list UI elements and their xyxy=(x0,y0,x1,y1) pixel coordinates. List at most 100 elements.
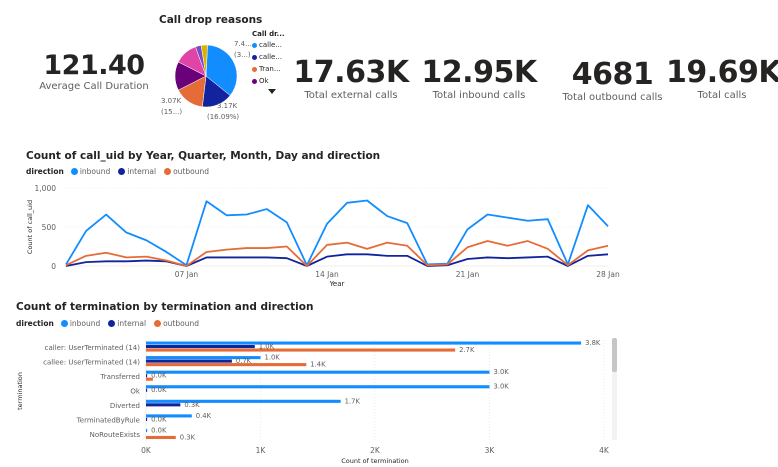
pie-chart: 7.4... (3...) 3.07K (15...) 3.17K (16.09… xyxy=(161,40,252,121)
bar-yaxis-title: termination xyxy=(16,372,24,410)
bar-legend-item-internal[interactable]: internal xyxy=(108,319,146,328)
bar-data-label: 0.3K xyxy=(180,433,196,441)
bar-data-label: 0.0K xyxy=(151,426,167,434)
bar-data-label: 0.0K xyxy=(151,415,167,423)
bar-data-label: 3.8K xyxy=(585,339,601,347)
bar-xtick-label: 4K xyxy=(599,446,610,455)
bar-internal xyxy=(146,359,232,363)
line-xaxis-title: Year xyxy=(329,280,345,288)
pie-label-top-2: (3...) xyxy=(234,51,251,59)
pie-legend-title: Call dr... xyxy=(252,30,285,38)
line-series-internal xyxy=(65,253,609,267)
line-xtick-label: 28 Jan xyxy=(596,270,620,279)
line-xtick-label: 14 Jan xyxy=(315,270,339,279)
pie-chart-title: Call drop reasons xyxy=(159,14,263,26)
bar-internal xyxy=(146,345,255,349)
bar-outbound xyxy=(146,435,176,440)
kpi-label: Total calls xyxy=(697,90,747,101)
bar-category-label: caller: UserTerminated (14) xyxy=(45,344,141,352)
kpi-total-external-calls: 17.63K Total external calls xyxy=(292,55,410,101)
bar-data-label: 2.7K xyxy=(459,346,475,354)
bar-data-label: 1.0K xyxy=(265,354,281,362)
line-chart: 0 500 1,000 07 Jan 14 Jan 21 Jan 28 Jan Year Cou… xyxy=(26,184,620,288)
pie-legend-item[interactable]: Tran... xyxy=(252,65,298,73)
bar-chart: 0K 1K 2K 3K 4K Count of termination terminatio… xyxy=(16,338,617,465)
bar-legend-item-outbound[interactable]: outbound xyxy=(154,319,199,328)
bar-inbound xyxy=(146,428,148,433)
bar-inbound xyxy=(146,399,341,403)
line-legend-title: direction xyxy=(26,167,64,176)
bar-data-label: 1.0K xyxy=(259,343,275,351)
bar-category-label: Transferred xyxy=(100,373,141,381)
bar-data-label: 0.4K xyxy=(196,412,212,420)
bar-inbound xyxy=(146,414,192,418)
legend-dot-icon xyxy=(108,320,116,327)
bar-data-label: 3.0K xyxy=(494,368,510,376)
bar-data-label: 0.7K xyxy=(236,357,252,365)
bar-outbound xyxy=(146,377,153,381)
line-ytick-label: 500 xyxy=(42,223,57,232)
bar-category-label: callee: UserTerminated (14) xyxy=(43,358,140,366)
line-series-outbound xyxy=(65,240,609,267)
kpi-label: Average Call Duration xyxy=(39,81,149,92)
bar-outbound xyxy=(146,348,456,352)
kpi-label: Total inbound calls xyxy=(432,90,526,101)
pie-label-right-1: 3.17K xyxy=(217,102,238,110)
bar-legend-item-inbound[interactable]: inbound xyxy=(60,319,100,328)
line-xtick-label: 07 Jan xyxy=(175,270,199,279)
bar-inbound xyxy=(146,385,490,389)
line-legend-item-internal[interactable]: internal xyxy=(118,167,156,176)
bar-data-label: 1.4K xyxy=(310,361,326,369)
bar-legend-title: direction xyxy=(16,319,54,328)
pie-label-top-1: 7.4... xyxy=(234,40,252,48)
bar-scrollbar-thumb xyxy=(612,338,617,372)
legend-dot-icon xyxy=(252,54,257,60)
bar-internal xyxy=(146,388,148,392)
kpi-value: 121.40 xyxy=(43,50,145,81)
bar-internal xyxy=(146,374,148,378)
kpi-avg-call-duration: 121.40 Average Call Duration xyxy=(24,50,164,92)
bar-xtick-label: 0K xyxy=(141,446,152,455)
kpi-label: Total outbound calls xyxy=(562,92,663,103)
kpi-value: 19.69K xyxy=(666,55,778,90)
kpi-label: Total external calls xyxy=(304,90,398,101)
line-chart-legend: direction inbound internal outbound xyxy=(26,167,213,176)
bar-data-label: 1.7K xyxy=(345,397,361,405)
line-series-inbound xyxy=(65,199,609,267)
legend-dot-icon xyxy=(252,42,257,48)
bar-category-label: Ok xyxy=(130,388,141,396)
legend-dot-icon xyxy=(118,168,126,175)
kpi-value: 4681 xyxy=(571,57,654,92)
bar-xtick-label: 3K xyxy=(485,446,496,455)
line-ytick-label: 0 xyxy=(51,262,56,271)
bar-data-label: 0.3K xyxy=(184,401,200,409)
bar-xaxis-title: Count of termination xyxy=(341,457,409,465)
bar-internal xyxy=(146,417,148,421)
bar-category-label: Diverted xyxy=(110,402,140,410)
bar-chart-legend: direction inbound internal outbound xyxy=(16,319,203,328)
bar-inbound xyxy=(146,341,582,345)
pie-slice xyxy=(200,44,208,77)
line-ytick-label: 1,000 xyxy=(35,184,57,193)
legend-scroll-down-icon[interactable] xyxy=(268,89,276,95)
line-xtick-label: 21 Jan xyxy=(456,270,480,279)
pie-label-right-2: (16.09%) xyxy=(207,113,239,121)
pie-legend-item[interactable]: Ok xyxy=(252,77,298,85)
pie-legend: Call dr... calle... calle... Tran... Ok xyxy=(252,30,298,97)
line-legend-item-inbound[interactable]: inbound xyxy=(70,167,110,176)
pie-legend-item[interactable]: calle... xyxy=(252,41,298,49)
kpi-total-inbound-calls: 12.95K Total inbound calls xyxy=(420,55,538,101)
line-yaxis-title: Count of call_uid xyxy=(26,200,34,254)
bar-inbound xyxy=(146,370,490,374)
bar-outbound xyxy=(146,363,307,367)
bar-internal xyxy=(146,403,181,407)
bar-category-label: TerminatedByRule xyxy=(76,417,140,425)
pie-legend-item[interactable]: calle... xyxy=(252,53,298,61)
legend-dot-icon xyxy=(154,320,162,327)
bar-category-label: NoRouteExists xyxy=(90,431,141,439)
kpi-total-outbound-calls: 4681 Total outbound calls xyxy=(555,57,670,103)
line-legend-item-outbound[interactable]: outbound xyxy=(164,167,209,176)
bar-inbound xyxy=(146,356,261,360)
bar-data-label: 0.0K xyxy=(151,386,167,394)
legend-dot-icon xyxy=(60,320,68,327)
